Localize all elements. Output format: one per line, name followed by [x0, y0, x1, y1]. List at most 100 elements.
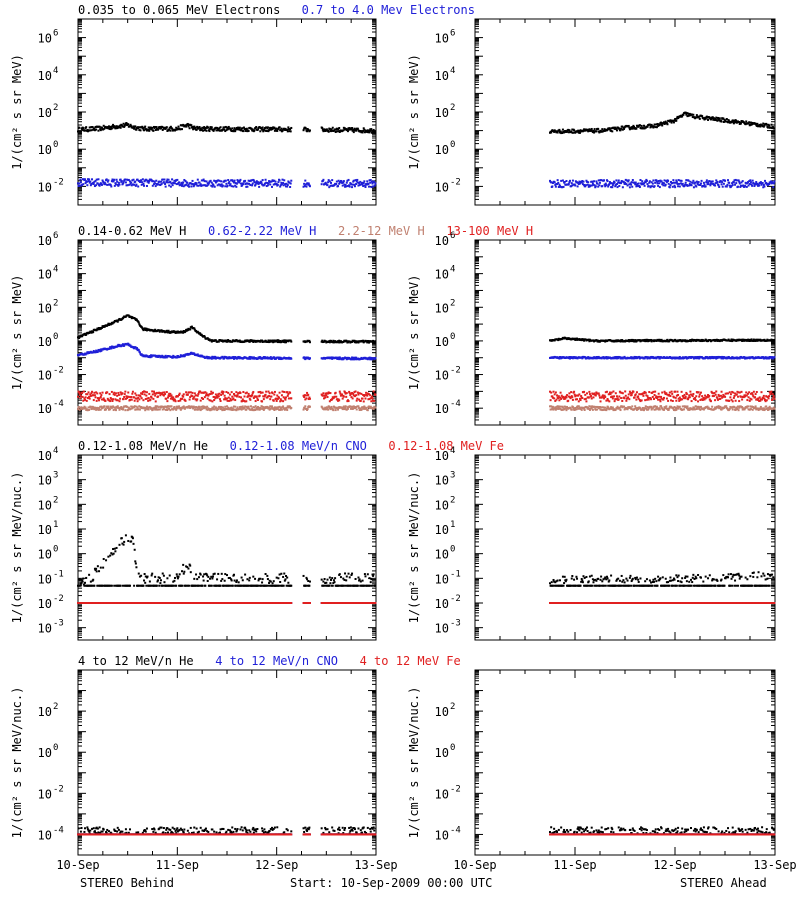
data-point [648, 123, 651, 126]
data-point [689, 340, 692, 343]
data-point [199, 399, 202, 402]
data-point [229, 397, 232, 400]
data-point [210, 392, 213, 395]
data-point [578, 131, 581, 134]
data-point [95, 391, 98, 394]
data-point [308, 129, 311, 132]
data-point [273, 356, 276, 359]
data-point [276, 339, 279, 342]
data-point [573, 129, 576, 132]
data-point [738, 180, 741, 183]
data-point [112, 398, 115, 401]
data-point [668, 340, 671, 343]
data-point [356, 391, 359, 394]
data-point [99, 183, 102, 186]
data-point [206, 125, 209, 128]
data-point [95, 178, 98, 181]
data-point [89, 405, 92, 408]
data-point [697, 181, 700, 184]
data-point [209, 127, 212, 130]
data-point [190, 182, 193, 185]
data-point [597, 339, 600, 342]
data-point [221, 409, 224, 412]
data-point [235, 408, 238, 411]
data-point [610, 129, 613, 132]
data-point [116, 319, 119, 322]
data-point [130, 184, 133, 187]
data-point [245, 182, 248, 185]
data-point [250, 127, 253, 130]
data-point [553, 181, 556, 184]
data-point [688, 112, 691, 115]
data-point [245, 400, 248, 403]
data-point [351, 127, 354, 130]
data-point [307, 182, 310, 185]
data-point [261, 407, 264, 410]
data-point [95, 408, 98, 411]
data-point [176, 406, 179, 409]
data-point [337, 185, 340, 188]
data-point [283, 179, 286, 182]
data-point [642, 124, 645, 127]
data-point [196, 178, 199, 181]
data-point [268, 180, 271, 183]
data-point [158, 125, 161, 128]
data-point [141, 390, 144, 393]
data-point [568, 129, 571, 132]
data-point [351, 340, 354, 343]
data-point [308, 185, 311, 188]
data-point [218, 179, 221, 182]
data-point [115, 399, 118, 402]
data-point [365, 407, 368, 410]
data-point [711, 182, 714, 185]
data-point [189, 407, 192, 410]
data-point [107, 127, 110, 130]
data-point [148, 127, 151, 130]
data-point [124, 397, 127, 400]
data-point [671, 185, 674, 188]
data-point [224, 339, 227, 342]
data-point [166, 178, 169, 181]
data-point [86, 393, 89, 396]
data-point [210, 339, 213, 342]
data-point [174, 331, 177, 334]
data-point [81, 395, 84, 398]
data-point [214, 397, 217, 400]
data-point [649, 126, 652, 129]
data-point [260, 127, 263, 130]
data-point [77, 182, 79, 185]
data-point [750, 123, 753, 126]
data-point [742, 339, 745, 342]
data-point [273, 393, 276, 396]
legend-entry: 0.62-2.22 MeV H [208, 224, 316, 238]
data-point [684, 181, 687, 184]
data-point [179, 406, 182, 409]
data-point [695, 180, 698, 183]
data-point [769, 181, 772, 184]
data-point [338, 399, 341, 402]
data-point [675, 181, 678, 184]
data-point [114, 392, 117, 395]
data-point [199, 332, 202, 335]
data-point [227, 125, 230, 128]
data-point [632, 124, 635, 127]
data-point [100, 398, 103, 401]
series-1 [77, 178, 377, 189]
data-point [583, 183, 586, 186]
data-point [86, 178, 89, 181]
y-tick-label-exponent: -2 [53, 177, 64, 187]
data-point [684, 183, 687, 186]
data-point [256, 128, 259, 131]
data-point [676, 115, 679, 118]
data-point [372, 130, 375, 133]
data-point [672, 179, 675, 182]
data-point [272, 407, 275, 410]
data-point [351, 186, 354, 189]
data-point [709, 182, 712, 185]
data-point [304, 183, 307, 186]
data-point [645, 340, 648, 343]
data-point [285, 406, 288, 409]
data-point [134, 317, 137, 320]
data-point [165, 405, 168, 408]
